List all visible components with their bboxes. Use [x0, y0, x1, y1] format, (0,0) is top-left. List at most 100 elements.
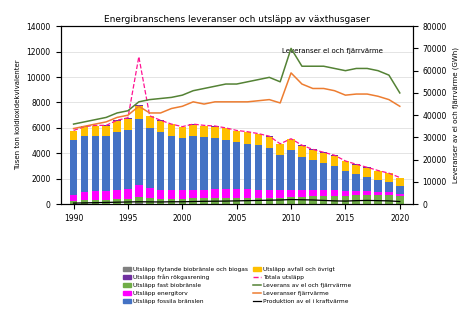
Bar — [276, 155, 284, 190]
Bar — [81, 136, 88, 192]
Bar — [265, 197, 273, 204]
Bar — [265, 190, 273, 197]
Bar — [146, 129, 154, 188]
Bar — [320, 153, 328, 163]
Bar — [331, 190, 338, 196]
Title: Energibranschens leveranser och utsläpp av växthusgaser: Energibranschens leveranser och utsläpp … — [104, 15, 370, 24]
Bar — [81, 201, 88, 204]
Bar — [135, 185, 143, 197]
Bar — [179, 138, 186, 190]
Bar — [168, 190, 175, 199]
Bar — [385, 192, 393, 195]
Bar — [374, 195, 382, 204]
Bar — [396, 193, 403, 196]
Bar — [255, 133, 262, 134]
Bar — [364, 177, 371, 191]
Bar — [265, 148, 273, 190]
Bar — [244, 144, 251, 189]
Bar — [298, 146, 306, 157]
Bar — [157, 132, 164, 190]
Bar — [309, 190, 317, 197]
Bar — [265, 137, 273, 148]
Bar — [222, 128, 229, 140]
Bar — [211, 127, 219, 138]
Bar — [211, 189, 219, 198]
Bar — [396, 178, 403, 186]
Bar — [102, 126, 110, 136]
Bar — [244, 189, 251, 198]
Bar — [168, 136, 175, 190]
Bar — [113, 190, 121, 199]
Bar — [179, 127, 186, 138]
Bar — [396, 186, 403, 193]
Bar — [364, 191, 371, 195]
Bar — [353, 191, 360, 195]
Bar — [157, 199, 164, 204]
Bar — [146, 198, 154, 204]
Bar — [91, 125, 99, 126]
Bar — [244, 132, 251, 144]
Bar — [287, 197, 295, 204]
Bar — [146, 116, 154, 129]
Bar — [70, 201, 77, 204]
Bar — [124, 188, 132, 199]
Bar — [342, 196, 349, 204]
Bar — [190, 125, 197, 136]
Bar — [298, 190, 306, 197]
Bar — [374, 192, 382, 195]
Bar — [91, 126, 99, 136]
Bar — [135, 119, 143, 185]
Bar — [309, 197, 317, 204]
Bar — [124, 130, 132, 188]
Bar — [157, 120, 164, 121]
Bar — [298, 197, 306, 204]
Bar — [320, 196, 328, 204]
Bar — [233, 131, 240, 142]
Bar — [222, 140, 229, 189]
Bar — [298, 157, 306, 190]
Bar — [255, 145, 262, 190]
Bar — [276, 144, 284, 155]
Bar — [135, 197, 143, 203]
Bar — [135, 203, 143, 204]
Bar — [113, 132, 121, 190]
Bar — [233, 142, 240, 189]
Bar — [374, 171, 382, 180]
Bar — [124, 119, 132, 130]
Bar — [102, 136, 110, 191]
Bar — [91, 200, 99, 204]
Bar — [200, 198, 208, 204]
Bar — [265, 136, 273, 137]
Bar — [353, 164, 360, 174]
Bar — [157, 121, 164, 132]
Bar — [168, 124, 175, 136]
Bar — [102, 200, 110, 204]
Bar — [124, 199, 132, 204]
Bar — [276, 198, 284, 204]
Bar — [146, 188, 154, 198]
Bar — [211, 126, 219, 127]
Bar — [102, 191, 110, 200]
Bar — [81, 126, 88, 127]
Bar — [320, 163, 328, 190]
Bar — [255, 134, 262, 145]
Y-axis label: Leveranser av el och fjärrvärme (GWh): Leveranser av el och fjärrvärme (GWh) — [453, 47, 459, 183]
Bar — [255, 198, 262, 204]
Bar — [211, 138, 219, 189]
Bar — [222, 198, 229, 204]
Bar — [374, 180, 382, 192]
Bar — [276, 190, 284, 198]
Bar — [70, 131, 77, 140]
Bar — [200, 126, 208, 138]
Bar — [91, 136, 99, 191]
Bar — [309, 150, 317, 160]
Y-axis label: Tusen ton koldioxidekvivalenter: Tusen ton koldioxidekvivalenter — [15, 60, 21, 171]
Bar — [124, 118, 132, 119]
Bar — [113, 121, 121, 132]
Bar — [385, 173, 393, 182]
Bar — [157, 190, 164, 199]
Bar — [364, 167, 371, 177]
Bar — [135, 105, 143, 119]
Bar — [287, 138, 295, 139]
Bar — [91, 191, 99, 200]
